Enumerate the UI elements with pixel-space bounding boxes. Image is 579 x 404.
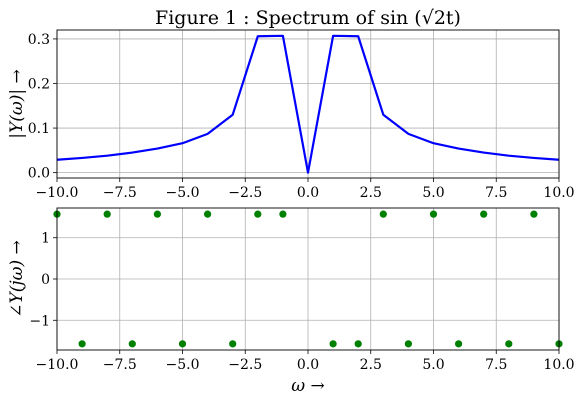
phase-data-point [153, 210, 161, 218]
x-tick-label: 5.0 [422, 357, 444, 373]
x-tick-label: −2.5 [228, 185, 262, 201]
x-tick-label: 7.5 [485, 357, 507, 373]
x-tick-label: −5.0 [166, 185, 200, 201]
axes-frame [56, 29, 560, 179]
y-axis-label: ∠Y(jω) → [7, 240, 27, 318]
phase-data-point [404, 340, 412, 348]
x-tick-label: 10.0 [543, 185, 574, 201]
y-tick-label: 0.3 [28, 32, 50, 48]
y-tick-label: 0 [41, 272, 50, 288]
x-tick-label: 0.0 [297, 185, 319, 201]
phase-data-point [128, 340, 136, 348]
phase-data-point [480, 210, 488, 218]
x-tick-label: −10.0 [36, 185, 79, 201]
x-tick-label: −2.5 [228, 357, 262, 373]
x-tick-label: 0.0 [297, 357, 319, 373]
magnitude-plot: −10.0 −7.5 −5.0 −2.5 0.0 2.5 5.0 7.5 10.0 0.0 0.1 0… [7, 7, 575, 201]
phase-data-point [505, 340, 513, 348]
phase-data-point [178, 340, 187, 348]
phase-data-point [429, 210, 438, 218]
phase-data-point [229, 340, 237, 348]
x-tick-label: 2.5 [360, 185, 382, 201]
phase-data-point [379, 210, 387, 218]
phase-data-point [530, 210, 538, 218]
x-tick-label: −5.0 [166, 357, 200, 373]
y-tick-label: 0.0 [28, 166, 50, 182]
x-tick-label: −10.0 [36, 357, 79, 373]
y-tick-label: −1 [29, 313, 50, 329]
axes-frame [56, 207, 560, 351]
y-axis-label: |Y(ω)| → [7, 69, 27, 138]
x-tick-label: −7.5 [103, 185, 137, 201]
x-tick-label: −7.5 [103, 357, 137, 373]
x-tick-label: 2.5 [360, 357, 382, 373]
phase-data-point [279, 210, 287, 218]
x-tick-label: 7.5 [485, 185, 507, 201]
y-tick-label: 0.2 [28, 76, 50, 92]
phase-data-point [329, 340, 337, 348]
phase-data-point [455, 340, 463, 348]
phase-data-point [103, 210, 111, 218]
y-tick-label: 1 [41, 231, 50, 247]
phase-data-point [354, 340, 362, 348]
phase-data-point [204, 210, 212, 218]
x-tick-label: 5.0 [422, 185, 444, 201]
chart-title: Figure 1 : Spectrum of sin (√2t) [155, 7, 461, 29]
y-tick-label: 0.1 [28, 121, 50, 137]
phase-plot: −10.0 −7.5 −5.0 −2.5 0.0 2.5 5.0 7.5 10.0 −1 0 1 ∠Y(… [7, 207, 575, 396]
x-tick-label: 10.0 [543, 357, 574, 373]
phase-data-point [254, 210, 262, 218]
x-axis-label: ω → [291, 376, 325, 396]
phase-data-point [78, 340, 86, 348]
